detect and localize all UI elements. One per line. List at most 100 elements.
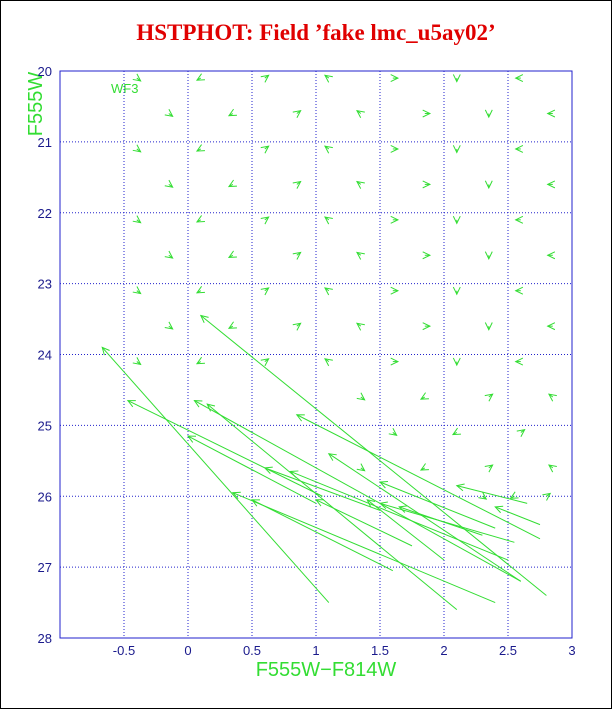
arrow-head bbox=[292, 110, 302, 119]
arrow-head bbox=[514, 215, 524, 224]
arrow-head bbox=[548, 393, 557, 402]
arrow-head bbox=[452, 215, 461, 225]
arrow-head bbox=[260, 216, 270, 225]
arrow-head bbox=[356, 180, 365, 189]
arrow-head bbox=[452, 145, 461, 154]
arrow-head bbox=[419, 392, 429, 400]
chart-title: HSTPHOT: Field ’fake lmc_u5ay02’ bbox=[136, 20, 495, 45]
arrow-head bbox=[398, 505, 408, 513]
arrow-head bbox=[195, 73, 205, 81]
arrow-head bbox=[199, 314, 209, 323]
arrow-head bbox=[295, 414, 305, 422]
arrow-head bbox=[289, 470, 299, 478]
arrow-head bbox=[356, 463, 366, 472]
arrow-head bbox=[132, 357, 142, 366]
arrow-head bbox=[231, 491, 241, 500]
x-tick-label: 1.5 bbox=[371, 643, 389, 658]
arrow-head bbox=[356, 251, 365, 260]
arrow-head bbox=[164, 179, 174, 188]
arrow-head bbox=[514, 74, 524, 83]
arrow-head bbox=[260, 358, 270, 367]
x-tick-label: -0.5 bbox=[113, 643, 135, 658]
arrow-head bbox=[195, 356, 205, 365]
vector bbox=[187, 435, 317, 504]
vector bbox=[251, 499, 394, 572]
arrow-head bbox=[546, 251, 556, 260]
arrow-head bbox=[195, 144, 205, 152]
arrow-head bbox=[390, 215, 400, 224]
x-tick-label: 1 bbox=[312, 643, 319, 658]
y-tick-label: 20 bbox=[38, 64, 52, 79]
arrow-head bbox=[548, 464, 557, 473]
arrow-head bbox=[327, 453, 337, 461]
y-tick-label: 28 bbox=[38, 631, 52, 646]
arrow-head bbox=[388, 427, 398, 436]
arrow-head bbox=[378, 501, 388, 510]
vector bbox=[379, 481, 496, 529]
arrow-head bbox=[324, 287, 333, 296]
arrow-head bbox=[260, 145, 270, 154]
arrow-head bbox=[314, 499, 325, 507]
arrow-head bbox=[452, 357, 461, 367]
arrow-head bbox=[484, 393, 494, 402]
arrow-head bbox=[186, 435, 197, 443]
arrow-head bbox=[324, 216, 333, 225]
vector bbox=[366, 499, 445, 561]
arrow-head bbox=[195, 215, 205, 223]
vector bbox=[399, 506, 483, 536]
y-tick-label: 27 bbox=[38, 560, 52, 575]
arrow-head bbox=[484, 464, 494, 473]
arrow-head bbox=[484, 180, 493, 190]
arrow-head bbox=[419, 463, 429, 471]
x-axis-title: F555W−F814W bbox=[256, 659, 397, 681]
vector bbox=[200, 315, 547, 596]
arrow-head bbox=[126, 400, 136, 408]
arrow-head bbox=[455, 483, 465, 492]
vector bbox=[456, 485, 528, 504]
vector bbox=[495, 506, 541, 526]
vector bbox=[315, 499, 413, 547]
arrow-head bbox=[378, 481, 389, 489]
x-tick-label: 2 bbox=[440, 643, 447, 658]
arrow-head bbox=[509, 491, 519, 499]
arrow-head bbox=[132, 286, 142, 295]
vector bbox=[232, 492, 496, 604]
arrow-head bbox=[390, 286, 400, 295]
arrow-head bbox=[260, 74, 270, 83]
arrow-head bbox=[292, 322, 302, 331]
arrow-head bbox=[195, 286, 205, 294]
arrow-head bbox=[452, 286, 461, 296]
arrow-head bbox=[546, 322, 556, 331]
arrow-head bbox=[260, 287, 270, 296]
y-tick-label: 21 bbox=[38, 135, 52, 150]
y-tick-label: 24 bbox=[38, 348, 52, 363]
arrow-head bbox=[164, 321, 174, 330]
arrow-head bbox=[484, 251, 493, 260]
arrow-head bbox=[164, 109, 174, 118]
arrow-head bbox=[514, 357, 524, 366]
vector bbox=[127, 400, 323, 497]
arrow-head bbox=[227, 250, 237, 258]
arrow-head bbox=[356, 392, 366, 401]
vector bbox=[194, 400, 522, 582]
arrow-head bbox=[546, 109, 556, 118]
arrow-head bbox=[324, 358, 333, 367]
x-tick-label: 2.5 bbox=[499, 643, 517, 658]
arrow-head bbox=[227, 108, 237, 117]
arrow-head bbox=[390, 145, 400, 153]
arrow-head bbox=[516, 428, 526, 437]
arrow-head bbox=[227, 321, 237, 329]
arrow-head bbox=[101, 346, 110, 356]
plot-frame bbox=[59, 70, 573, 639]
arrow-head bbox=[478, 491, 488, 500]
arrow-head bbox=[422, 251, 432, 260]
y-tick-label: 25 bbox=[38, 418, 52, 433]
arrow-head bbox=[132, 215, 142, 224]
x-tick-label: 3 bbox=[568, 643, 575, 658]
arrow-head bbox=[451, 427, 461, 436]
y-axis-title: F555W bbox=[25, 72, 47, 137]
arrow-head bbox=[227, 179, 237, 188]
arrow-head bbox=[452, 74, 461, 83]
